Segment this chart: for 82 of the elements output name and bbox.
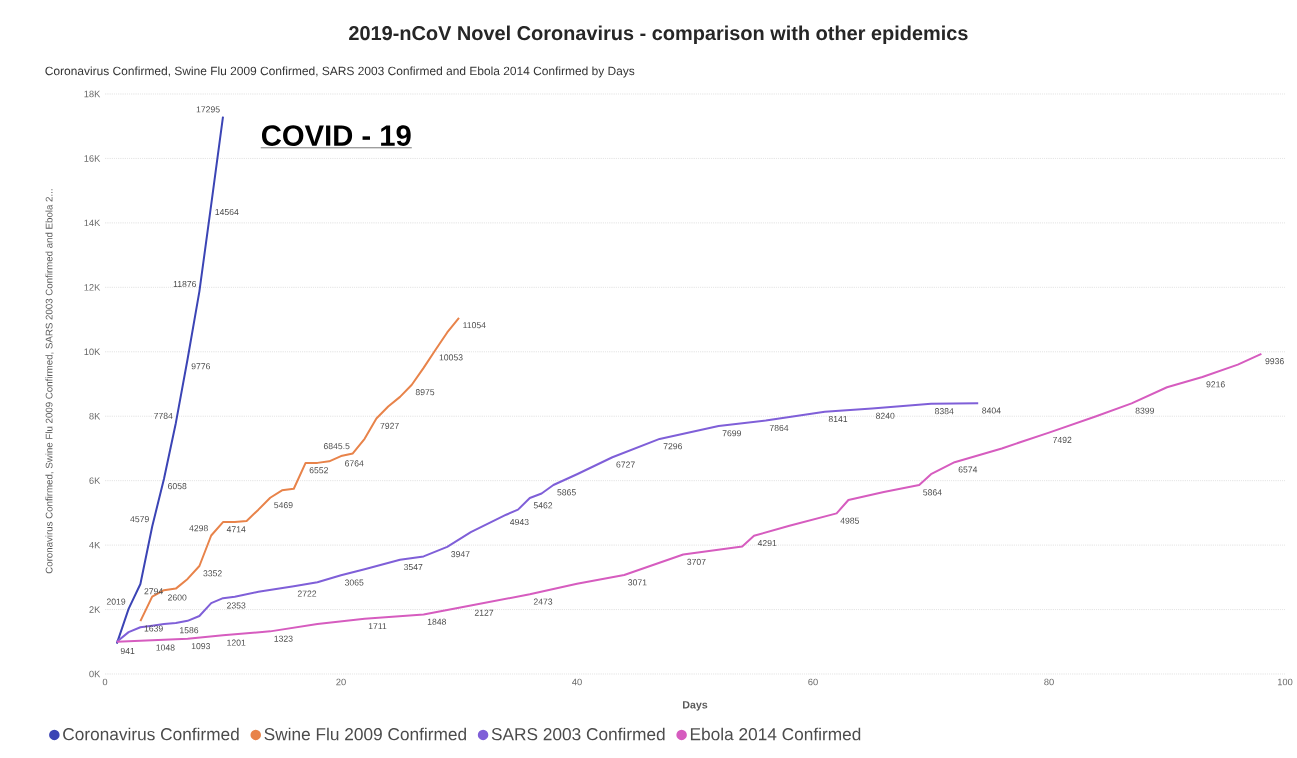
data-label: 17295 bbox=[196, 106, 220, 113]
data-label: 6764 bbox=[345, 460, 364, 467]
data-label: 1711 bbox=[368, 623, 387, 630]
data-label: 7784 bbox=[154, 412, 173, 419]
data-label: 2127 bbox=[474, 609, 494, 616]
data-label: 5864 bbox=[923, 489, 942, 496]
data-label: 3065 bbox=[344, 579, 364, 586]
data-label: 7296 bbox=[663, 443, 683, 450]
data-label: 3547 bbox=[403, 563, 423, 571]
data-label: 2473 bbox=[533, 598, 553, 605]
data-label: 9216 bbox=[1206, 381, 1225, 388]
y-tick-label: 14K bbox=[84, 219, 101, 227]
data-label: 2600 bbox=[168, 594, 187, 601]
y-tick-label: 0K bbox=[89, 670, 101, 678]
data-label: 7699 bbox=[722, 430, 741, 437]
data-label: 11054 bbox=[463, 322, 486, 329]
x-tick-label: 80 bbox=[1044, 678, 1054, 686]
data-label: 3947 bbox=[451, 551, 470, 558]
y-tick-label: 2K bbox=[89, 606, 101, 613]
legend-label: Ebola 2014 Confirmed bbox=[690, 727, 861, 741]
data-label: 3352 bbox=[203, 570, 222, 577]
annotation: COVID - 19 bbox=[261, 125, 411, 146]
data-label: 7927 bbox=[380, 422, 399, 429]
y-tick-label: 8K bbox=[89, 412, 101, 420]
data-label: 9936 bbox=[1265, 358, 1284, 365]
data-label: 7864 bbox=[769, 424, 789, 431]
y-tick-label: 12K bbox=[84, 284, 101, 291]
y-tick-label: 16K bbox=[84, 155, 101, 162]
data-label: 6058 bbox=[168, 483, 187, 490]
legend-label: Coronavirus Confirmed bbox=[63, 727, 239, 741]
data-label: 8240 bbox=[875, 412, 895, 419]
data-label: 4579 bbox=[130, 516, 149, 523]
data-label: 8384 bbox=[934, 408, 954, 415]
data-label: 4985 bbox=[840, 517, 860, 524]
y-tick-label: 10K bbox=[84, 348, 101, 356]
data-label: 14564 bbox=[215, 208, 239, 216]
data-label: 941 bbox=[120, 647, 135, 655]
legend-label: SARS 2003 Confirmed bbox=[491, 727, 665, 741]
data-label: 2353 bbox=[227, 602, 246, 609]
y-tick-label: 6K bbox=[89, 477, 101, 484]
data-label: 5865 bbox=[557, 489, 576, 496]
x-tick-label: 60 bbox=[808, 678, 818, 686]
y-tick-label: 18K bbox=[84, 90, 101, 98]
data-label: 6845.5 bbox=[323, 443, 350, 450]
x-axis-title: Days bbox=[683, 701, 708, 711]
data-label: 11876 bbox=[173, 280, 197, 288]
data-label: 1323 bbox=[274, 635, 293, 642]
data-label: 1639 bbox=[144, 625, 163, 632]
x-tick-label: 20 bbox=[336, 678, 346, 686]
data-label: 5469 bbox=[274, 502, 293, 509]
data-label: 3071 bbox=[628, 579, 647, 586]
data-label: 1048 bbox=[156, 644, 175, 651]
data-label: 4714 bbox=[226, 526, 246, 533]
data-label: 1848 bbox=[427, 618, 447, 625]
y-axis-title: Coronavirus Confirmed, Swine Flu 2009 Confirmed, SARS 2003 Confirmed and Ebola 2... bbox=[45, 189, 54, 574]
legend-label: Swine Flu 2009 Confirmed bbox=[264, 727, 466, 741]
data-label: 9776 bbox=[191, 363, 211, 370]
data-label: 8141 bbox=[828, 415, 848, 423]
x-tick-label: 40 bbox=[572, 678, 582, 686]
chart-subtitle: Coronavirus Confirmed, Swine Flu 2009 Confirmed, SARS 2003 Confirmed and Ebola 2014 Confirmed by Days bbox=[45, 66, 635, 78]
x-tick-label: 100 bbox=[1277, 678, 1293, 686]
data-label: 8975 bbox=[415, 389, 435, 396]
data-label: 6727 bbox=[616, 461, 635, 468]
data-label: 4298 bbox=[189, 525, 208, 532]
x-tick-label: 0 bbox=[102, 678, 108, 686]
data-label: 7492 bbox=[1053, 436, 1072, 443]
chart-title: 2019-nCoV Novel Coronavirus - comparison with other epidemics bbox=[349, 25, 968, 45]
data-label: 2019 bbox=[106, 598, 126, 605]
data-label: 8404 bbox=[982, 407, 1001, 414]
data-label: 10053 bbox=[439, 354, 463, 361]
data-label: 6574 bbox=[958, 466, 978, 473]
data-label: 4291 bbox=[757, 540, 777, 547]
data-label: 6552 bbox=[309, 467, 328, 474]
data-label: 5462 bbox=[533, 502, 553, 509]
data-label: 4943 bbox=[510, 519, 529, 526]
data-label: 1586 bbox=[180, 627, 199, 634]
y-tick-label: 4K bbox=[89, 541, 101, 549]
data-label: 2722 bbox=[297, 590, 317, 597]
data-label: 1093 bbox=[191, 643, 211, 650]
data-label: 1201 bbox=[227, 639, 246, 646]
data-label: 3707 bbox=[687, 558, 706, 565]
data-label: 8399 bbox=[1135, 407, 1155, 414]
